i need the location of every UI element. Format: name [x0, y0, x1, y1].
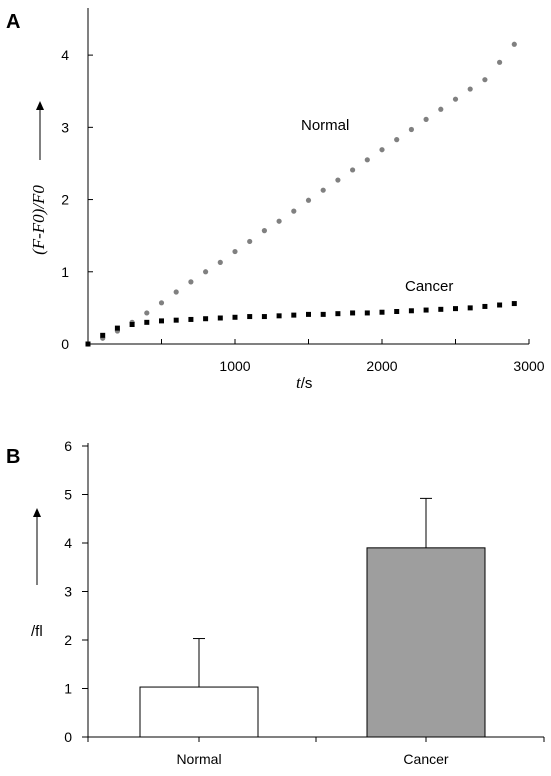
b-y-tick-label: 0: [64, 729, 72, 745]
a-y-tick-label: 1: [61, 264, 69, 280]
point-cancer: [438, 306, 444, 312]
a-x-tick-label: 3000: [513, 358, 544, 374]
category-label-normal: Normal: [176, 751, 221, 767]
point-cancer: [144, 319, 150, 325]
x-label-unit: /s: [301, 375, 313, 392]
point-normal: [511, 41, 517, 47]
point-normal: [423, 116, 429, 122]
x-label-var: t: [296, 373, 302, 392]
point-cancer: [217, 315, 223, 321]
point-normal: [350, 167, 356, 173]
point-normal: [144, 310, 150, 316]
point-cancer: [335, 311, 341, 317]
b-y-tick-label: 4: [64, 535, 72, 551]
b-y-tick-label: 5: [64, 487, 72, 503]
panel-a-label: A: [6, 11, 20, 33]
point-normal: [335, 177, 341, 183]
panel-a-points: [85, 41, 517, 347]
point-cancer: [129, 322, 135, 327]
a-y-tick-label: 0: [61, 336, 69, 352]
point-cancer: [467, 305, 473, 311]
panel-b-y-label: /fl: [31, 623, 43, 640]
point-normal: [379, 147, 385, 153]
a-y-tick-label: 3: [61, 119, 69, 135]
panel-a-y-arrow: [36, 101, 44, 160]
panel-b-bars: [139, 497, 486, 738]
point-normal: [217, 259, 223, 265]
point-normal: [276, 218, 282, 224]
point-cancer: [423, 307, 429, 313]
point-cancer: [188, 316, 194, 322]
point-cancer: [394, 309, 400, 314]
point-cancer: [291, 312, 297, 318]
point-cancer: [511, 301, 517, 307]
point-cancer: [100, 332, 106, 338]
point-normal: [452, 96, 459, 102]
point-cancer: [497, 302, 503, 308]
point-normal: [482, 77, 488, 83]
series-label-normal: Normal: [301, 117, 349, 134]
bar-cancer: [366, 547, 486, 738]
point-cancer: [203, 316, 209, 322]
point-cancer: [379, 309, 385, 315]
point-normal: [188, 279, 194, 285]
point-cancer: [159, 318, 164, 324]
b-y-tick-label: 1: [64, 681, 72, 697]
series-normal: [85, 41, 517, 347]
point-cancer: [408, 308, 414, 314]
b-y-tick-label: 3: [64, 584, 72, 600]
bar-normal: [139, 686, 259, 738]
point-normal: [158, 300, 165, 306]
panel-b-y-arrow: [33, 508, 41, 585]
point-normal: [173, 289, 179, 295]
panel-b-label: B: [6, 446, 20, 468]
point-normal: [320, 187, 326, 193]
point-cancer: [482, 303, 488, 309]
point-normal: [364, 157, 370, 163]
point-cancer: [261, 314, 267, 320]
svg-text:t/s: t/s: [296, 373, 312, 392]
a-y-tick-label: 4: [61, 47, 69, 63]
point-normal: [291, 208, 297, 214]
point-cancer: [173, 317, 179, 323]
point-normal: [467, 86, 473, 92]
point-normal: [232, 248, 238, 255]
panel-a-x-label: t/s: [296, 373, 312, 392]
b-y-tick-label: 6: [64, 438, 72, 454]
point-cancer: [320, 311, 326, 317]
point-cancer: [114, 325, 120, 331]
point-cancer: [364, 310, 370, 316]
point-cancer: [232, 314, 238, 320]
point-normal: [305, 197, 312, 203]
series-cancer: [85, 301, 517, 347]
point-normal: [203, 269, 209, 275]
panel-a-y-label: (F-F0)/F0: [29, 185, 48, 255]
point-cancer: [85, 341, 91, 347]
a-x-tick-label: 1000: [219, 358, 250, 374]
a-y-tick-label: 2: [61, 192, 69, 208]
category-label-cancer: Cancer: [403, 751, 448, 767]
b-y-tick-label: 2: [64, 632, 72, 648]
point-cancer: [350, 310, 356, 316]
y-label-text: (F-F0)/F0: [29, 185, 48, 255]
point-cancer: [453, 306, 458, 312]
panel-b-categories: Normal Cancer: [87, 737, 545, 767]
point-cancer: [276, 313, 282, 319]
point-cancer: [306, 311, 311, 317]
panel-a-x-ticks: 1000 2000 3000: [161, 339, 545, 374]
point-normal: [261, 228, 267, 234]
point-cancer: [247, 314, 253, 320]
point-normal: [247, 238, 253, 245]
panel-b-y-ticks: 0 1 2 3 4 5 6: [64, 438, 88, 745]
a-x-tick-label: 2000: [366, 358, 397, 374]
point-normal: [497, 59, 503, 65]
point-normal: [438, 106, 444, 112]
point-normal: [394, 137, 400, 143]
point-normal: [408, 126, 414, 133]
series-label-cancer: Cancer: [405, 278, 453, 295]
